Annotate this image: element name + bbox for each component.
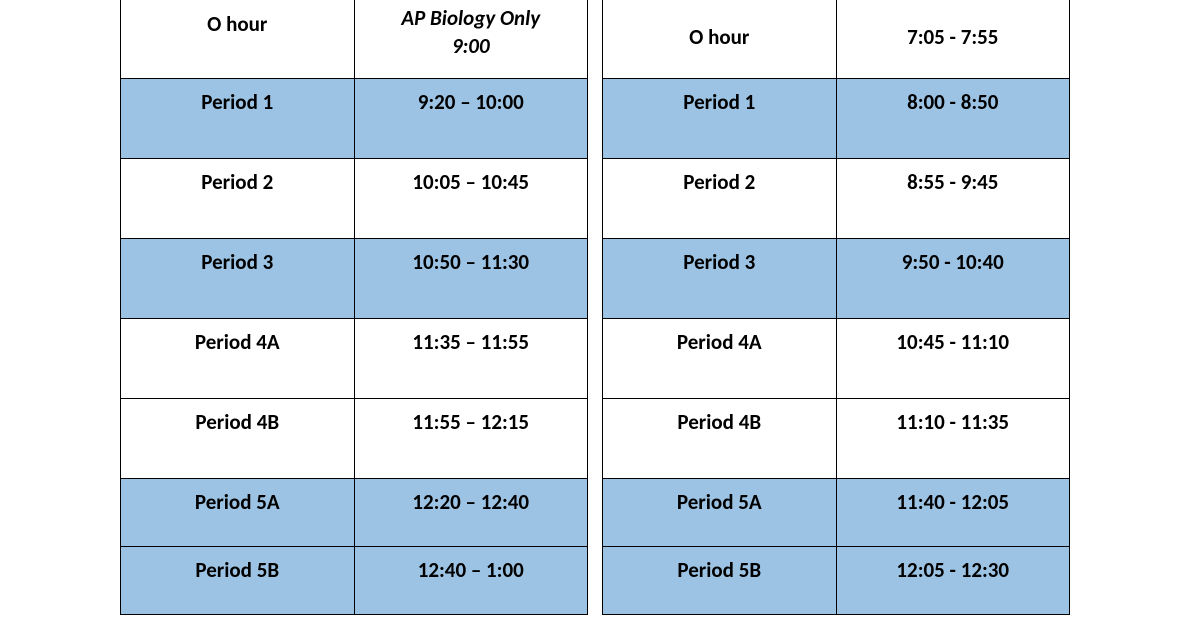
period-label: Period 5B bbox=[603, 547, 837, 615]
table-row: Period 3 9:50 - 10:40 bbox=[603, 239, 1070, 319]
period-label: Period 3 bbox=[603, 239, 837, 319]
period-time: 8:00 - 8:50 bbox=[836, 79, 1070, 159]
period-label: Period 3 bbox=[121, 239, 355, 319]
schedule-tables: O hour AP Biology Only 9:00 Period 1 9:2… bbox=[120, 0, 1070, 615]
period-time: 9:50 - 10:40 bbox=[836, 239, 1070, 319]
period-label: Period 4B bbox=[121, 399, 355, 479]
period-label: Period 2 bbox=[121, 159, 355, 239]
period-label: O hour bbox=[121, 0, 355, 79]
period-time: 11:10 - 11:35 bbox=[836, 399, 1070, 479]
table-row: Period 2 8:55 - 9:45 bbox=[603, 159, 1070, 239]
period-time: 12:40 – 1:00 bbox=[354, 547, 588, 615]
period-label: Period 4B bbox=[603, 399, 837, 479]
right-schedule-table: O hour 7:05 - 7:55 Period 1 8:00 - 8:50 … bbox=[602, 0, 1070, 615]
table-row: Period 4A 10:45 - 11:10 bbox=[603, 319, 1070, 399]
time-line2: 9:00 bbox=[356, 33, 587, 59]
table-row: Period 5A 11:40 - 12:05 bbox=[603, 479, 1070, 547]
period-time: 10:45 - 11:10 bbox=[836, 319, 1070, 399]
period-time: 10:50 – 11:30 bbox=[354, 239, 588, 319]
table-row: Period 4B 11:10 - 11:35 bbox=[603, 399, 1070, 479]
table-row: Period 4A 11:35 – 11:55 bbox=[121, 319, 588, 399]
table-row: Period 1 9:20 – 10:00 bbox=[121, 79, 588, 159]
period-time: 9:20 – 10:00 bbox=[354, 79, 588, 159]
table-row: O hour AP Biology Only 9:00 bbox=[121, 0, 588, 79]
table-row: O hour 7:05 - 7:55 bbox=[603, 0, 1070, 79]
period-label: Period 1 bbox=[121, 79, 355, 159]
period-time: 11:55 – 12:15 bbox=[354, 399, 588, 479]
table-row: Period 5A 12:20 – 12:40 bbox=[121, 479, 588, 547]
table-row: Period 2 10:05 – 10:45 bbox=[121, 159, 588, 239]
table-row: Period 1 8:00 - 8:50 bbox=[603, 79, 1070, 159]
period-time: 8:55 - 9:45 bbox=[836, 159, 1070, 239]
period-label: O hour bbox=[603, 0, 837, 79]
period-time: AP Biology Only 9:00 bbox=[354, 0, 588, 79]
period-time: 12:05 - 12:30 bbox=[836, 547, 1070, 615]
period-label: Period 1 bbox=[603, 79, 837, 159]
period-label: Period 4A bbox=[121, 319, 355, 399]
period-label: Period 2 bbox=[603, 159, 837, 239]
time-line1: AP Biology Only bbox=[401, 5, 540, 31]
period-label: Period 5A bbox=[603, 479, 837, 547]
period-time: 12:20 – 12:40 bbox=[354, 479, 588, 547]
table-row: Period 3 10:50 – 11:30 bbox=[121, 239, 588, 319]
period-time: 7:05 - 7:55 bbox=[836, 0, 1070, 79]
table-row: Period 4B 11:55 – 12:15 bbox=[121, 399, 588, 479]
period-label: Period 4A bbox=[603, 319, 837, 399]
table-row: Period 5B 12:40 – 1:00 bbox=[121, 547, 588, 615]
table-row: Period 5B 12:05 - 12:30 bbox=[603, 547, 1070, 615]
period-time: 11:35 – 11:55 bbox=[354, 319, 588, 399]
left-schedule-table: O hour AP Biology Only 9:00 Period 1 9:2… bbox=[120, 0, 588, 615]
period-label: Period 5B bbox=[121, 547, 355, 615]
period-time: 10:05 – 10:45 bbox=[354, 159, 588, 239]
period-label: Period 5A bbox=[121, 479, 355, 547]
period-time: 11:40 - 12:05 bbox=[836, 479, 1070, 547]
